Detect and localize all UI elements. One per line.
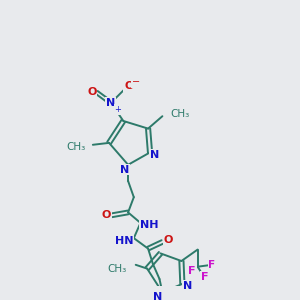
- Text: +: +: [114, 105, 121, 114]
- Text: N: N: [120, 165, 129, 175]
- Text: O: O: [164, 235, 173, 245]
- Text: O: O: [124, 81, 134, 91]
- Text: HN: HN: [115, 236, 134, 246]
- Text: N: N: [106, 98, 116, 108]
- Text: N: N: [182, 281, 192, 291]
- Text: CH₃: CH₃: [170, 109, 189, 119]
- Text: O: O: [101, 210, 111, 220]
- Text: O: O: [87, 87, 97, 98]
- Text: CH₃: CH₃: [66, 142, 85, 152]
- Text: CH₃: CH₃: [107, 264, 126, 274]
- Text: −: −: [132, 77, 140, 87]
- Text: N: N: [153, 292, 162, 300]
- Text: F: F: [188, 266, 196, 275]
- Text: F: F: [200, 272, 208, 282]
- Text: N: N: [150, 150, 159, 160]
- Text: F: F: [208, 260, 215, 270]
- Text: NH: NH: [140, 220, 158, 230]
